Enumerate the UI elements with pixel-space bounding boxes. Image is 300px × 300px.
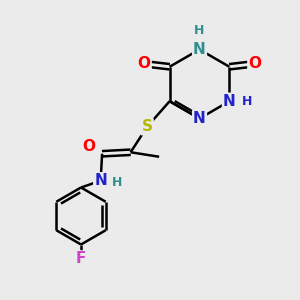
Text: F: F <box>76 251 86 266</box>
Text: N: N <box>223 94 236 109</box>
Text: N: N <box>94 173 107 188</box>
Text: O: O <box>138 56 151 71</box>
Text: S: S <box>142 119 153 134</box>
Text: O: O <box>248 56 261 71</box>
Text: N: N <box>193 111 206 126</box>
Text: H: H <box>194 24 205 38</box>
Text: N: N <box>193 42 206 57</box>
Text: O: O <box>82 139 95 154</box>
Text: H: H <box>242 95 252 108</box>
Text: H: H <box>112 176 122 189</box>
